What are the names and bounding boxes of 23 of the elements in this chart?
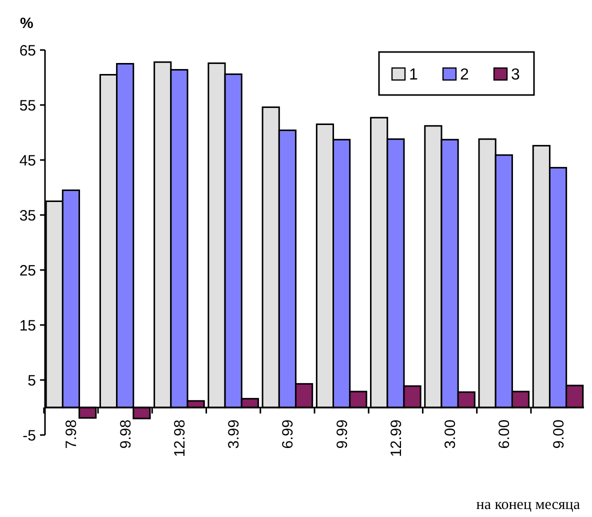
y-tick-label: 25	[19, 262, 36, 280]
x-tick-label: 6.99	[280, 420, 297, 449]
y-tick-label: -5	[22, 427, 36, 444]
x-tick-label: 3.99	[226, 420, 243, 449]
x-tick-label: 12.98	[171, 420, 188, 458]
x-tick-label: 9.98	[117, 420, 134, 449]
y-tick-label: 15	[19, 317, 36, 334]
x-axis-title: на конец месяца	[476, 497, 580, 513]
x-tick-label: 7.98	[63, 420, 80, 449]
legend-label: 3	[511, 66, 520, 84]
y-tick-label: 55	[19, 97, 36, 114]
y-tick-label: 45	[19, 152, 36, 170]
x-tick-label: 3.00	[442, 420, 460, 449]
y-tick-label: 65	[19, 42, 36, 60]
legend-label: 1	[409, 66, 418, 84]
x-tick-label: 6.00	[496, 420, 514, 449]
y-axis-title: %	[20, 15, 34, 32]
legend-label: 2	[460, 66, 469, 84]
y-tick-label: 35	[19, 207, 36, 224]
x-tick-label: 9.99	[334, 420, 351, 449]
y-tick-label: 5	[28, 372, 36, 390]
x-tick-label: 12.99	[388, 420, 405, 458]
x-tick-label: 9.00	[550, 420, 568, 449]
